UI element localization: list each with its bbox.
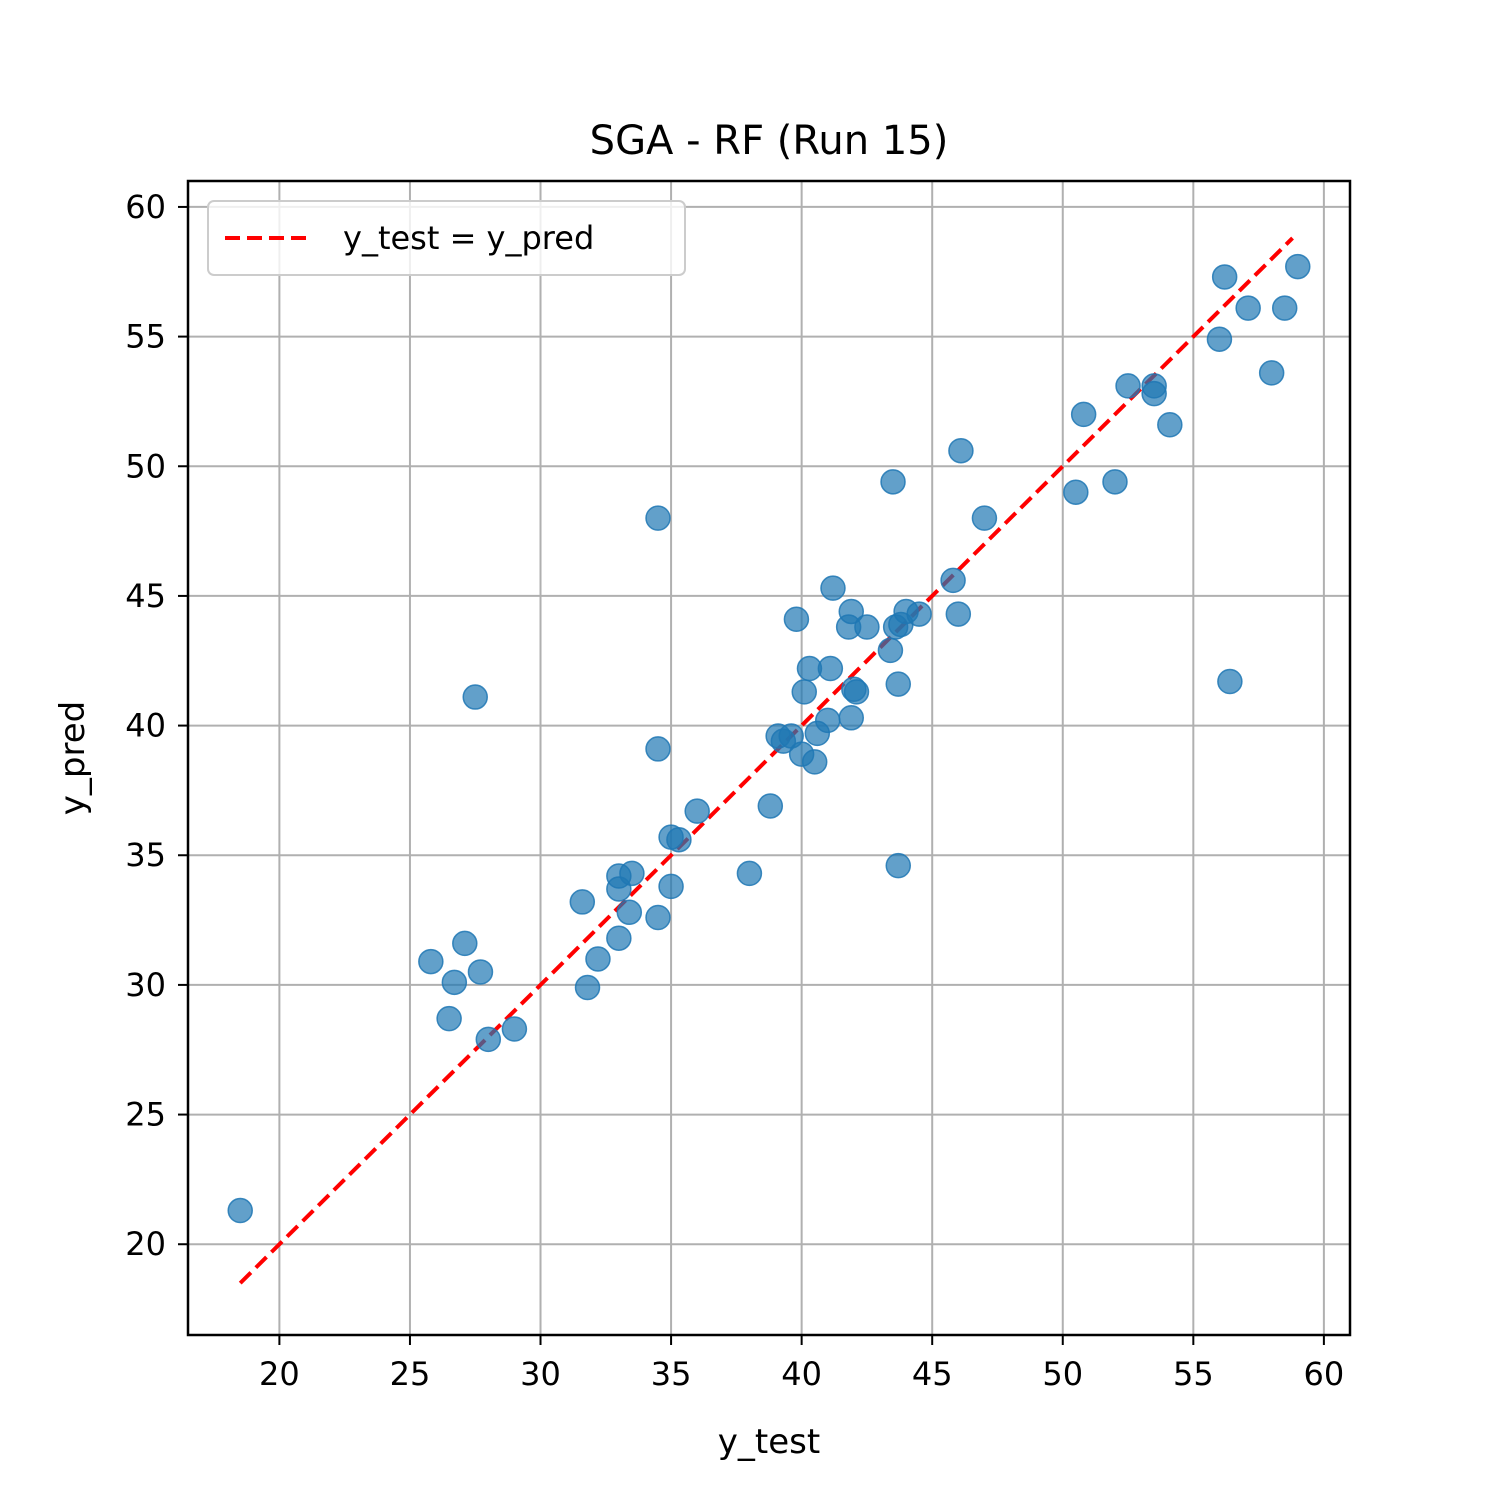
reference-line-layer <box>238 236 1294 1285</box>
y-tick-label: 25 <box>125 1096 166 1134</box>
data-point <box>940 567 966 594</box>
data-point <box>877 637 904 664</box>
data-point <box>1235 295 1261 321</box>
y-tick-label: 40 <box>125 707 166 745</box>
data-point <box>757 793 784 819</box>
data-point <box>441 969 468 996</box>
data-point <box>801 749 828 775</box>
x-axis-ticks: 20 25 30 35 40 45 50 55 60 <box>259 1335 1344 1393</box>
chart-title: SGA - RF (Run 15) <box>590 118 949 164</box>
data-point <box>1271 295 1298 321</box>
y-axis-label: y_pred <box>53 701 93 815</box>
data-point <box>838 705 865 731</box>
data-point <box>606 925 632 951</box>
data-point <box>1258 360 1285 386</box>
data-points <box>227 253 1311 1224</box>
data-point <box>948 437 974 464</box>
y-tick-label: 30 <box>125 966 166 1004</box>
x-tick-label: 20 <box>259 1355 300 1393</box>
data-point <box>585 946 611 972</box>
y-tick-label: 55 <box>125 318 166 356</box>
x-axis-label: y_test <box>718 1422 820 1462</box>
data-point <box>619 860 645 887</box>
data-point <box>945 601 972 627</box>
data-point <box>1115 373 1141 399</box>
x-tick-label: 60 <box>1304 1355 1345 1393</box>
data-point <box>645 736 671 762</box>
y-axis-ticks: 20 25 30 35 40 45 50 55 60 <box>125 188 188 1263</box>
legend-label: y_test = y_pred <box>343 219 594 257</box>
data-point <box>1102 469 1128 495</box>
data-point <box>666 826 692 853</box>
data-point <box>462 684 488 710</box>
grid <box>188 181 1350 1335</box>
x-tick-label: 45 <box>912 1355 953 1393</box>
legend-box <box>207 200 686 276</box>
data-point <box>843 679 870 705</box>
data-point <box>574 974 601 1001</box>
data-point <box>1070 401 1097 428</box>
data-point <box>736 860 763 887</box>
x-tick-label: 35 <box>651 1355 692 1393</box>
data-point <box>1206 326 1233 352</box>
data-point <box>880 469 906 495</box>
data-point <box>569 889 596 915</box>
y-tick-label: 45 <box>125 577 166 615</box>
data-point <box>817 655 844 682</box>
data-point <box>501 1016 528 1042</box>
data-point <box>885 852 912 879</box>
data-point <box>1211 264 1238 290</box>
x-tick-label: 50 <box>1042 1355 1083 1393</box>
data-point <box>227 1197 253 1224</box>
data-point <box>783 606 810 633</box>
data-point <box>418 948 444 975</box>
data-point <box>854 614 880 640</box>
data-point <box>971 505 998 531</box>
data-point <box>645 904 671 931</box>
x-tick-label: 30 <box>520 1355 561 1393</box>
data-point <box>1285 253 1311 280</box>
data-point <box>838 598 865 625</box>
data-point <box>1157 412 1183 438</box>
data-point <box>1141 380 1167 407</box>
legend: y_test = y_pred <box>207 200 686 276</box>
data-point <box>684 798 710 824</box>
data-point <box>815 707 841 734</box>
data-point <box>467 959 494 985</box>
y-tick-label: 35 <box>125 836 166 874</box>
plot-frame <box>186 179 1352 1337</box>
data-point <box>616 899 643 926</box>
data-point <box>436 1005 462 1032</box>
data-point <box>906 601 932 627</box>
data-point <box>791 679 818 705</box>
x-tick-label: 55 <box>1173 1355 1214 1393</box>
x-tick-label: 40 <box>781 1355 822 1393</box>
data-point <box>820 575 846 601</box>
data-point <box>885 671 912 697</box>
y-tick-label: 20 <box>125 1225 166 1263</box>
data-point <box>475 1026 502 1053</box>
x-tick-label: 25 <box>390 1355 431 1393</box>
data-point <box>452 930 478 957</box>
data-point <box>645 505 671 531</box>
reference-line <box>238 236 1294 1285</box>
data-point <box>658 873 684 900</box>
y-tick-label: 50 <box>125 447 166 485</box>
data-point <box>1217 668 1243 695</box>
data-point <box>1063 479 1089 505</box>
y-tick-label: 60 <box>125 188 166 226</box>
